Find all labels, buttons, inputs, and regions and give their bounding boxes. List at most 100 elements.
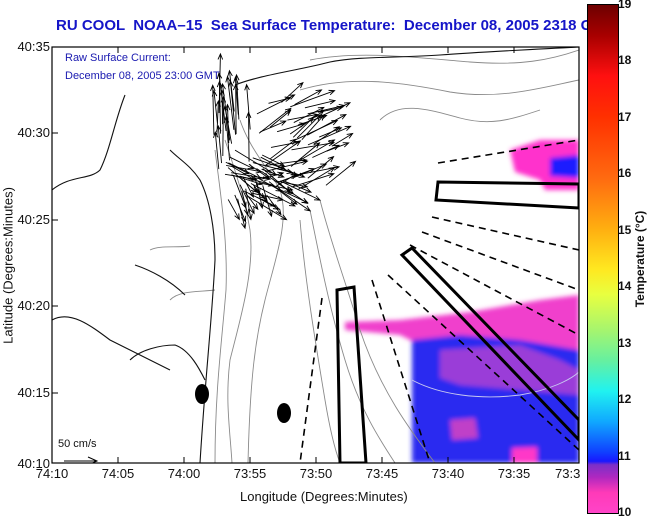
current-vector: [265, 140, 302, 166]
colorbar-tick-label: 18: [618, 53, 632, 68]
current-vector: [259, 120, 287, 133]
current-vector: [273, 180, 309, 189]
radar-beams: [299, 139, 579, 463]
current-vector: [244, 83, 251, 130]
colorbar-label: Temperature (°C): [633, 210, 647, 308]
current-vector: [242, 177, 254, 199]
y-tick-label: 40:15: [17, 385, 50, 400]
colorbar-tick-label: 13: [618, 335, 632, 350]
current-vector: [227, 199, 240, 221]
x-tick-label: 74:10: [35, 466, 69, 481]
colorbar-tick-label: 15: [618, 222, 632, 237]
current-vector: [269, 109, 292, 128]
x-tick-label: 73:3: [555, 466, 581, 481]
current-vector: [261, 154, 286, 167]
current-vector: [258, 107, 292, 134]
current-vector: [220, 95, 227, 157]
radar-boxes: [335, 180, 579, 463]
colorbar-tick-label: 16: [618, 166, 632, 181]
x-tick-label: 73:45: [365, 466, 399, 481]
colorbar-tick-label: 11: [618, 448, 631, 463]
current-vector: [275, 187, 312, 212]
current-vector: [321, 102, 352, 117]
x-tick-label: 73:55: [233, 466, 267, 481]
current-vector: [264, 159, 309, 172]
current-vector: [223, 115, 231, 161]
current-vector: [325, 160, 357, 186]
current-vector: [293, 106, 325, 123]
current-vector: [234, 149, 278, 176]
colorbar: [587, 4, 619, 514]
current-vector: [266, 194, 282, 216]
current-vector: [282, 180, 313, 193]
current-vector: [245, 111, 252, 162]
current-vector: [276, 122, 307, 133]
x-tick-label: 74:00: [167, 466, 201, 481]
current-vector: [225, 161, 250, 175]
colorbar-tick-label: 10: [618, 505, 632, 519]
sst-patch-northeast: [510, 140, 579, 190]
bathymetry-contours: [149, 49, 579, 463]
sst-patch-warm-spot1: [450, 418, 478, 440]
current-vector: [241, 190, 250, 216]
buoy-marker: [195, 384, 209, 404]
current-vector: [294, 120, 339, 141]
current-vector: [326, 142, 350, 152]
current-vector: [233, 83, 239, 135]
current-vector: [224, 103, 231, 144]
x-tick-label: 74:05: [101, 466, 135, 481]
current-vector: [291, 140, 336, 151]
legend-current-label: Raw Surface Current:: [65, 52, 171, 64]
current-vector: [237, 198, 247, 230]
current-vector: [227, 69, 235, 112]
current-vector: [252, 184, 268, 203]
current-vector: [287, 112, 319, 121]
y-tick-label: 40:10: [17, 456, 50, 471]
x-axis-label: Longitude (Degrees:Minutes): [240, 489, 408, 504]
current-vector: [253, 175, 261, 195]
current-vector: [231, 174, 264, 186]
y-tick-label: 40:25: [17, 212, 50, 227]
sst-field: [345, 140, 579, 463]
current-vector: [312, 144, 341, 158]
coastline: [52, 47, 579, 463]
current-vector: [210, 84, 216, 135]
colorbar-tick-label: 17: [618, 109, 632, 124]
current-vectors: [210, 52, 357, 230]
current-vector: [331, 132, 354, 147]
x-tick-label: 73:40: [431, 466, 465, 481]
legend-current-time: December 08, 2005 23:00 GMT: [65, 70, 220, 82]
current-vector: [225, 75, 235, 130]
y-tick-label: 40:35: [17, 39, 50, 54]
colorbar-tick-label: 19: [618, 0, 632, 11]
current-vector: [213, 131, 220, 170]
current-vector: [244, 192, 259, 211]
colorbar-tick-label: 14: [618, 279, 632, 294]
x-tick-label: 73:50: [299, 466, 333, 481]
current-vector: [248, 163, 270, 179]
current-vector: [219, 89, 225, 125]
current-vector: [290, 89, 336, 108]
y-axis-label: Latitude (Degrees:Minutes): [0, 187, 16, 344]
axis-ticks: [52, 47, 515, 463]
current-vector: [262, 185, 273, 218]
current-vector: [252, 162, 294, 175]
scale-label: 50 cm/s: [58, 438, 97, 450]
current-vector: [216, 80, 223, 134]
current-vector: [269, 138, 297, 160]
current-vector: [307, 155, 335, 179]
current-vector: [294, 89, 323, 106]
y-tick-label: 40:20: [17, 298, 50, 313]
x-tick-label: 73:35: [497, 466, 531, 481]
y-tick-label: 40:30: [17, 125, 50, 140]
current-vector: [227, 167, 258, 193]
current-vector: [298, 166, 336, 190]
current-vector: [319, 127, 343, 138]
current-vector: [271, 184, 298, 205]
current-vector: [281, 81, 304, 103]
sst-patch-northeast-cold: [550, 155, 579, 178]
colorbar-tick-label: 12: [618, 392, 632, 407]
current-vector: [234, 73, 240, 120]
scale-arrow: [64, 456, 99, 463]
